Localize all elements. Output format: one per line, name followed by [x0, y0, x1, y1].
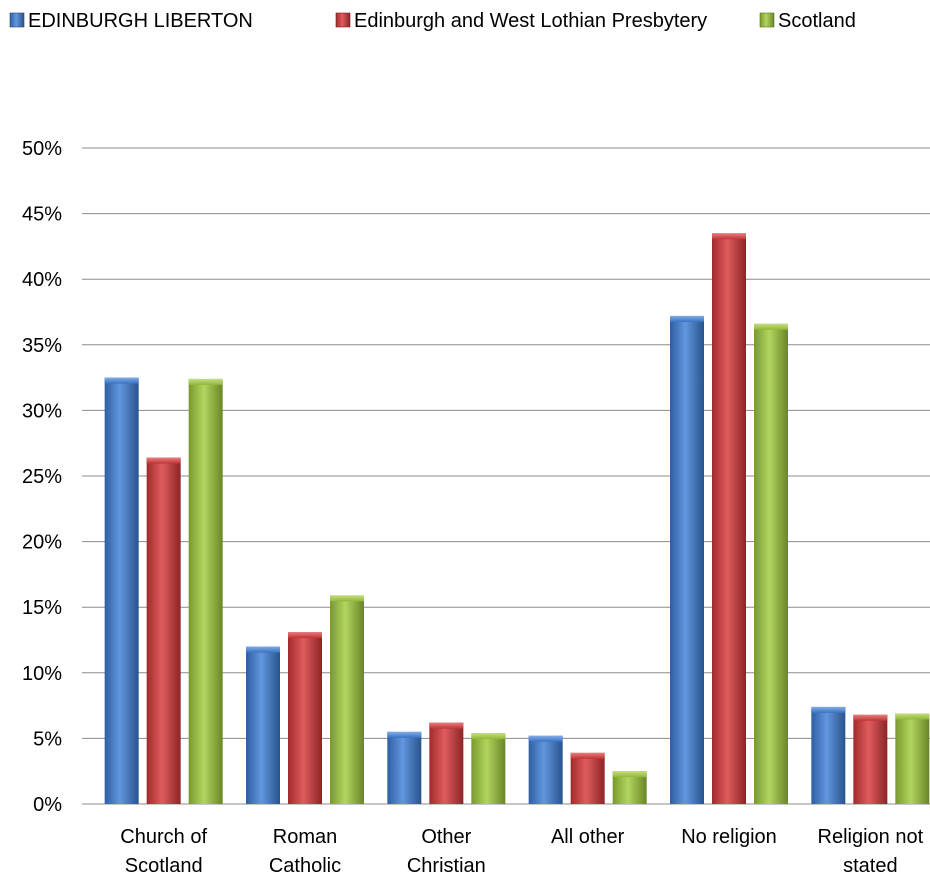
y-tick-label: 10% [22, 663, 62, 685]
bar-body [188, 378, 223, 804]
bar-cap [429, 722, 464, 729]
bar [387, 731, 422, 804]
bar-body [146, 457, 181, 804]
x-tick-label-line: No religion [681, 826, 777, 848]
y-tick-label: 50% [22, 138, 62, 160]
bar [429, 722, 464, 804]
bar [246, 646, 280, 804]
y-axis-ticks: 0% 5% 10% 15% 20% 25% 30% 35% 40% 45% 50% [22, 138, 62, 816]
bar [288, 632, 322, 804]
x-tick-label-line: stated [843, 855, 897, 877]
x-tick-label: Church of Scotland [120, 826, 207, 877]
x-tick-label: Roman Catholic [269, 826, 341, 877]
bar-body [429, 722, 464, 804]
bar [570, 752, 605, 804]
bar-body [471, 733, 506, 804]
bar [670, 315, 704, 804]
bar [895, 713, 930, 804]
bar [471, 733, 506, 804]
bar-body [853, 714, 888, 804]
bar-body [387, 731, 422, 804]
x-tick-label-line: Religion not [818, 826, 924, 848]
legend-label: EDINBURGH LIBERTON [28, 10, 253, 32]
legend-swatch [759, 12, 775, 28]
legend-item: Edinburgh and West Lothian Presbytery [335, 10, 707, 32]
bar-body [811, 706, 846, 804]
x-tick-label-line: Roman [273, 826, 337, 848]
x-tick-label-line: Christian [407, 855, 486, 877]
bar-body [528, 735, 563, 804]
bar-cap [246, 646, 280, 653]
bar [188, 378, 223, 804]
legend: EDINBURGH LIBERTON Edinburgh and West Lot… [9, 10, 856, 32]
bar [811, 706, 846, 804]
gridlines [82, 147, 930, 805]
x-tick-label: Religion not stated [818, 826, 924, 877]
x-tick-label-line: All other [551, 826, 625, 848]
x-tick-label-line: Catholic [269, 855, 341, 877]
bar-cap [754, 323, 788, 330]
y-tick-label: 35% [22, 335, 62, 357]
bar-cap [853, 714, 888, 721]
legend-swatch [335, 12, 351, 28]
bar-cap [670, 315, 704, 322]
x-tick-label-line: Other [421, 826, 471, 848]
bar-cap [570, 752, 605, 759]
x-tick-label: Other Christian [407, 826, 486, 877]
bar [853, 714, 888, 804]
bar-cap [471, 733, 506, 740]
legend-label: Edinburgh and West Lothian Presbytery [354, 10, 707, 32]
bar-cap [146, 457, 181, 464]
y-tick-label: 45% [22, 204, 62, 226]
bar-body [104, 377, 139, 804]
bar-cap [330, 595, 364, 602]
bar [146, 457, 181, 804]
bar-body [670, 315, 704, 804]
bar [612, 771, 647, 804]
y-tick-label: 5% [33, 728, 62, 750]
bar-cap [288, 632, 322, 639]
bar [712, 233, 746, 804]
x-axis-labels: Church of Scotland Roman Catholic Other Chris… [120, 826, 923, 877]
bar-cap [811, 706, 846, 713]
bar-body [754, 323, 788, 804]
bar-cap [612, 771, 647, 778]
bar [528, 735, 563, 804]
bar-cap [712, 233, 746, 240]
x-tick-label: All other [551, 826, 625, 848]
legend-swatch [9, 12, 25, 28]
y-tick-label: 15% [22, 597, 62, 619]
y-tick-label: 25% [22, 466, 62, 488]
bar-body [246, 646, 280, 804]
bars [104, 233, 930, 804]
bar-body [570, 752, 605, 804]
y-tick-label: 0% [33, 794, 62, 816]
legend-item: Scotland [759, 10, 856, 32]
bar-body [895, 713, 930, 804]
legend-label: Scotland [778, 10, 856, 32]
bar [330, 595, 364, 804]
bar-cap [188, 378, 223, 385]
y-tick-label: 40% [22, 269, 62, 291]
legend-item: EDINBURGH LIBERTON [9, 10, 253, 32]
bar [104, 377, 139, 804]
bar-body [288, 632, 322, 804]
x-tick-label-line: Church of [120, 826, 207, 848]
bar [754, 323, 788, 804]
bar-body [330, 595, 364, 804]
bar-cap [895, 713, 930, 720]
bar-cap [387, 731, 422, 738]
y-tick-label: 20% [22, 532, 62, 554]
x-tick-label: No religion [681, 826, 777, 848]
x-tick-label-line: Scotland [125, 855, 203, 877]
bar-body [712, 233, 746, 804]
bar-cap [104, 377, 139, 384]
y-tick-label: 30% [22, 400, 62, 422]
bar-cap [528, 735, 563, 742]
